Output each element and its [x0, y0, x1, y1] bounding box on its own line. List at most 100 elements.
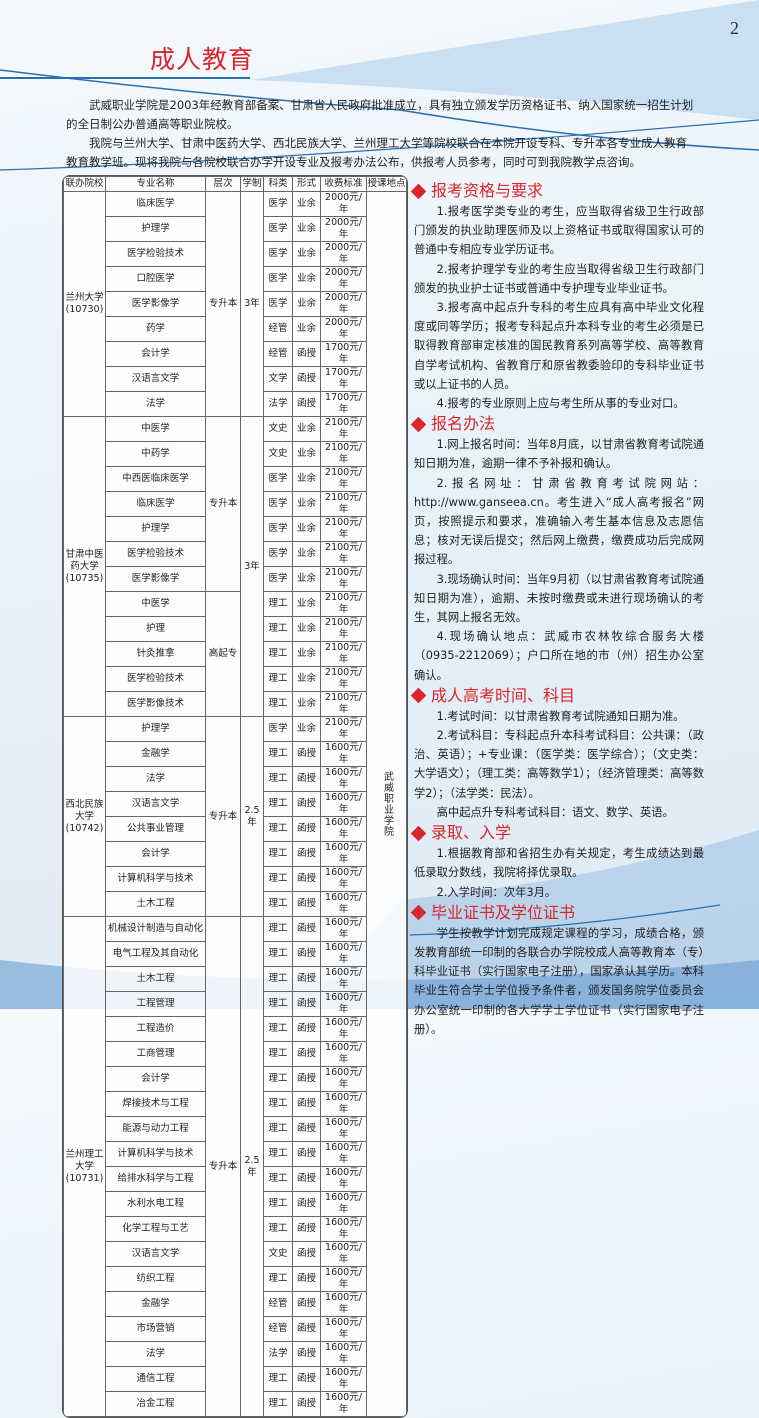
category-cell: 医学: [263, 516, 293, 542]
major-cell: 通信工程: [105, 1366, 206, 1392]
fee-cell: 2000元/年: [320, 241, 367, 267]
major-cell: 中医学: [105, 416, 206, 442]
section-heading-text: 毕业证书及学位证书: [431, 902, 576, 922]
fee-cell: 2100元/年: [320, 691, 367, 717]
mode-cell: 业余: [292, 666, 321, 692]
diamond-icon: [410, 825, 427, 841]
mode-cell: 函授: [292, 766, 321, 792]
category-cell: 理工: [263, 766, 293, 792]
table-row: 医学检验技术 理工 业余 2100元/年: [64, 666, 407, 692]
mode-cell: 函授: [292, 366, 321, 392]
table-row: 护理学 医学 业余 2100元/年: [64, 516, 407, 542]
fee-cell: 2100元/年: [320, 491, 367, 517]
mode-cell: 函授: [292, 1391, 321, 1417]
mode-cell: 函授: [292, 1066, 321, 1092]
mode-cell: 业余: [292, 216, 321, 242]
major-cell: 药学: [105, 316, 206, 342]
fee-cell: 1600元/年: [320, 1216, 367, 1242]
section-paragraph: 3.现场确认时间：当年9月初（以甘肃省教育考试院通知日期为准），逾期、未按时缴费…: [414, 572, 704, 625]
mode-cell: 业余: [292, 466, 321, 492]
major-cell: 中医学: [105, 591, 206, 617]
category-cell: 理工: [263, 991, 293, 1017]
table-row: 汉语言文学 文学 函授 1700元/年: [64, 366, 407, 392]
category-cell: 理工: [263, 1216, 293, 1242]
major-cell: 针灸推拿: [105, 641, 206, 667]
mode-cell: 函授: [292, 1116, 321, 1142]
category-cell: 理工: [263, 1016, 293, 1042]
fee-cell: 2000元/年: [320, 191, 367, 217]
section-paragraph: 学生按教学计划完成规定课程的学习，成绩合格，颁发教育部统一印制的各联合办学院校成…: [414, 926, 704, 1036]
major-cell: 法学: [105, 391, 206, 417]
fee-cell: 2100元/年: [320, 516, 367, 542]
fee-cell: 1700元/年: [320, 366, 367, 392]
mode-cell: 业余: [292, 441, 321, 467]
mode-cell: 业余: [292, 191, 321, 217]
fee-cell: 2100元/年: [320, 716, 367, 742]
section-heading: 成人高考时间、科目: [410, 685, 704, 707]
mode-cell: 函授: [292, 991, 321, 1017]
table-row: 会计学 经管 函授 1700元/年: [64, 341, 407, 367]
intro-text: 武威职业学院是2003年经教育部备案、甘肃省人民政府批准成立，具有独立颁发学历资…: [66, 96, 698, 172]
fee-cell: 1600元/年: [320, 816, 367, 842]
level-cell: 专升本: [205, 416, 241, 592]
table-row: 甘肃中医 药大学 (10735) 中医学 专升本 3年 文史 业余 2100元/年: [63, 416, 407, 717]
fee-cell: 1600元/年: [320, 1266, 367, 1292]
major-cell: 市场营销: [105, 1316, 206, 1342]
table-row: 金融学 理工 函授 1600元/年: [64, 741, 407, 767]
major-cell: 计算机科学与技术: [105, 1141, 206, 1167]
level-cell: 专升本: [205, 916, 241, 1417]
mode-cell: 函授: [292, 391, 321, 417]
major-cell: 机械设计制造与自动化: [105, 916, 206, 942]
section-paragraph: 1.网上报名时间：当年8月底，以甘肃省教育考试院通知日期为准，逾期一律不予补报和…: [414, 438, 704, 471]
table-row: 中医学 高起专 理工 业余 2100元/年: [64, 591, 407, 717]
section-paragraph: 高中起点升专科考试科目：语文、数学、英语。: [436, 805, 674, 819]
category-cell: 理工: [263, 966, 293, 992]
category-cell: 理工: [263, 1266, 293, 1292]
category-cell: 理工: [263, 1391, 293, 1417]
fee-cell: 1600元/年: [320, 941, 367, 967]
category-cell: 医学: [263, 491, 293, 517]
fee-cell: 1600元/年: [320, 1016, 367, 1042]
major-cell: 会计学: [105, 1066, 206, 1092]
page-title: 成人教育: [150, 45, 255, 74]
category-cell: 医学: [263, 216, 293, 242]
title-underline: [0, 77, 250, 79]
fee-cell: 2100元/年: [320, 466, 367, 492]
table-row: 临床医学 医学 业余 2100元/年: [64, 491, 407, 517]
location-cell: 武威职业学院: [366, 191, 407, 1417]
category-cell: 经管: [263, 1316, 293, 1342]
major-cell: 护理学: [105, 516, 206, 542]
duration-cell: 3年: [240, 191, 264, 417]
category-cell: 医学: [263, 466, 293, 492]
mode-cell: 函授: [292, 1341, 321, 1367]
major-cell: 护理学: [105, 216, 206, 242]
level-cell: 专升本: [205, 716, 241, 917]
intro-paragraph: 我院与兰州大学、甘肃中医药大学、西北民族大学、兰州理工大学等院校联合在本院开设专…: [66, 136, 687, 169]
column-header: 专业名称: [105, 176, 206, 192]
category-cell: 理工: [263, 1066, 293, 1092]
major-cell: 中药学: [105, 441, 206, 467]
category-cell: 理工: [263, 866, 293, 892]
major-cell: 焊接技术与工程: [105, 1091, 206, 1117]
major-cell: 土木工程: [105, 891, 206, 917]
major-cell: 能源与动力工程: [105, 1116, 206, 1142]
mode-cell: 业余: [292, 291, 321, 317]
fee-cell: 1600元/年: [320, 891, 367, 917]
major-cell: 医学检验技术: [105, 241, 206, 267]
major-cell: 医学影像技术: [105, 691, 206, 717]
fee-cell: 2000元/年: [320, 216, 367, 242]
section-paragraph: 2.入学时间：次年3月。: [436, 885, 557, 899]
category-cell: 理工: [263, 916, 293, 942]
table-row: 中药学 文史 业余 2100元/年: [64, 441, 407, 467]
mode-cell: 业余: [292, 691, 321, 717]
fee-cell: 2100元/年: [320, 441, 367, 467]
section-paragraph: 1.根据教育部和省招生办有关规定，考生成绩达到最低录取分数线，我院将择优录取。: [414, 847, 704, 880]
mode-cell: 函授: [292, 1041, 321, 1067]
section-heading: 报名办法: [410, 413, 704, 435]
fee-cell: 1600元/年: [320, 1391, 367, 1417]
mode-cell: 函授: [292, 916, 321, 942]
mode-cell: 业余: [292, 716, 321, 742]
section-heading-text: 录取、入学: [431, 823, 512, 843]
category-cell: 理工: [263, 891, 293, 917]
fee-cell: 2100元/年: [320, 641, 367, 667]
